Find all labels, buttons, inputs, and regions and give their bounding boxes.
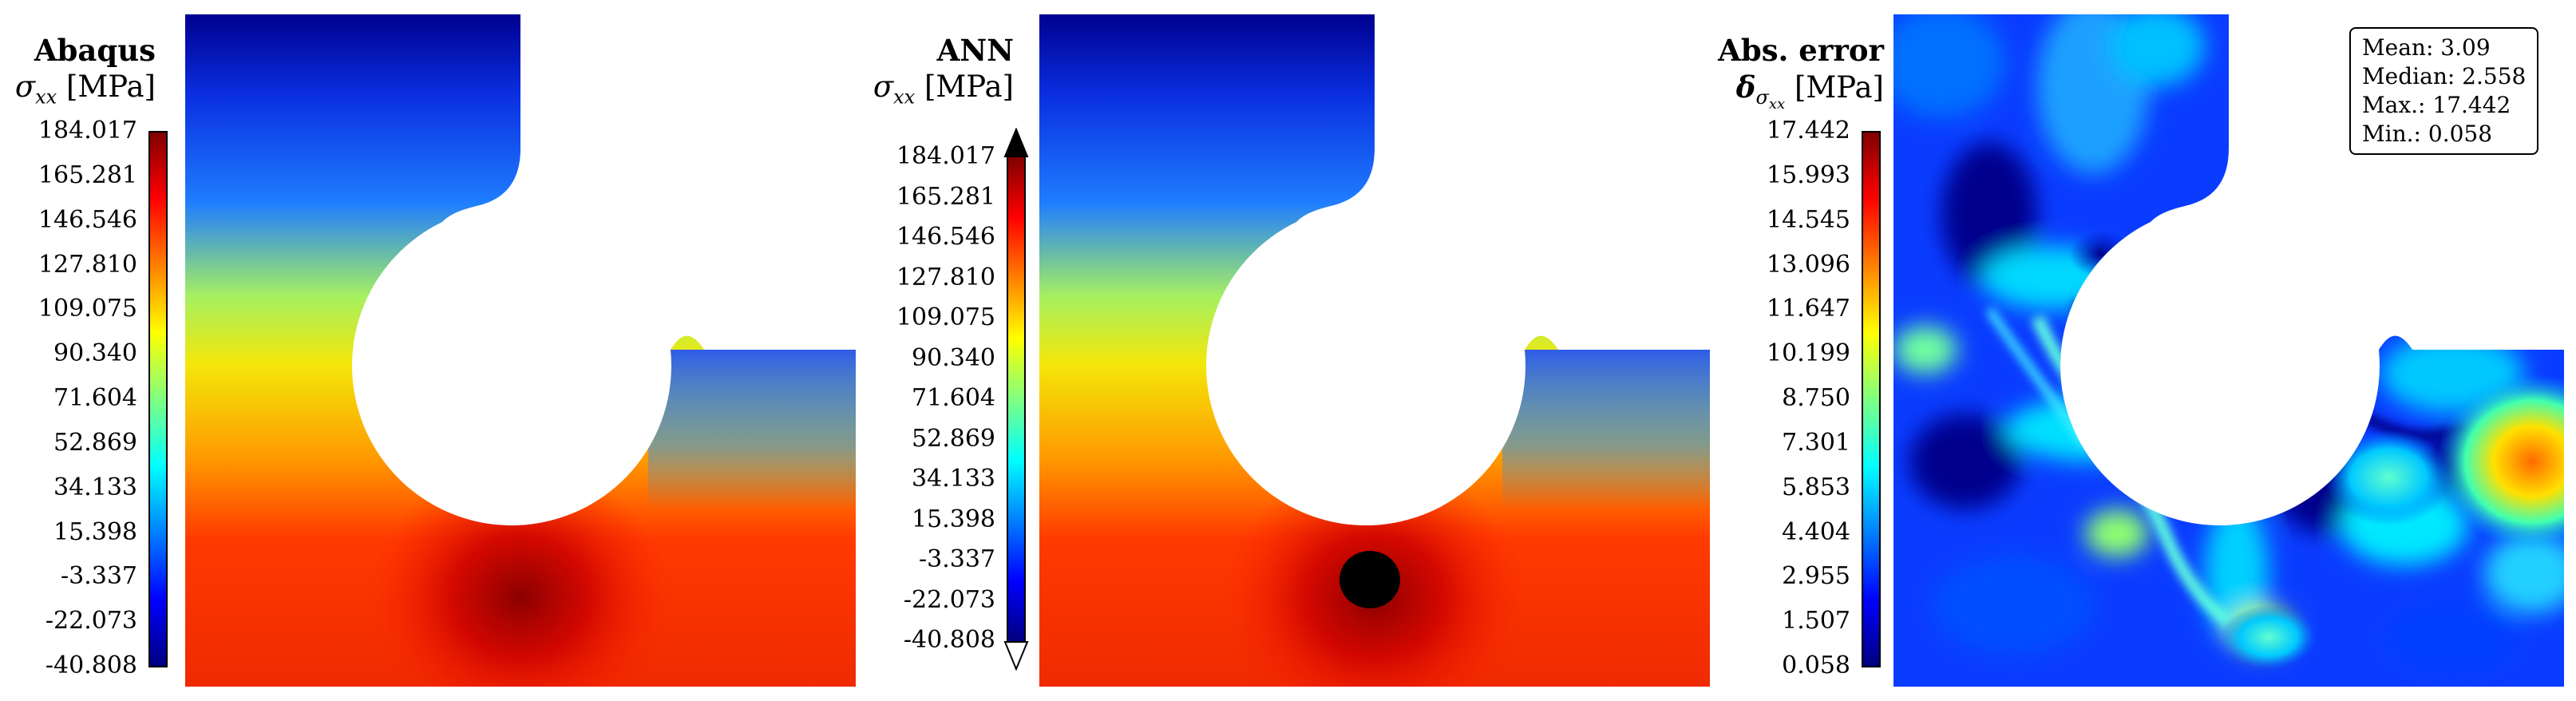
colorbar-tick-label: -40.808 [903, 626, 995, 654]
colorbar-tick-label: 146.546 [896, 223, 995, 251]
colorbar-tick-label: 165.281 [896, 182, 995, 211]
panel-title: Abs. error [1718, 33, 1884, 68]
colorbar-tick-label: -40.808 [45, 651, 137, 679]
quantity-label: δσxx [MPa] [1735, 69, 1884, 113]
colorbar-tick-label: 15.398 [53, 517, 137, 546]
colorbar-tick-label: 15.993 [1767, 160, 1850, 189]
colorbar-tick-label: 1.507 [1782, 607, 1850, 636]
colorbar-tick-label: 10.199 [1767, 339, 1850, 368]
colorbar-tick-label: 109.075 [896, 303, 995, 331]
colorbar-tick-label: 165.281 [38, 160, 137, 189]
colorbar [1862, 131, 1881, 667]
colorbar-tick-label: 7.301 [1782, 428, 1850, 457]
colorbar-tick-label: -3.337 [918, 545, 995, 573]
colorbar-tick-label: 15.398 [912, 505, 995, 533]
colorbar-title: Abaqus σxx [MPa] [15, 32, 156, 115]
colorbar-max-arrow [1003, 128, 1029, 157]
colorbar-tick-label: 127.810 [38, 250, 137, 279]
over-range-region [1339, 551, 1400, 608]
error-stats-box: Mean: 3.09 Median: 2.558 Max.: 17.442 Mi… [2349, 27, 2539, 155]
colorbar-tick-label: 52.869 [912, 424, 995, 453]
quantity-label: σxx [MPa] [14, 69, 156, 109]
colorbar-tick-label: 4.404 [1782, 517, 1850, 546]
panel-title: Abaqus [34, 33, 156, 68]
panel-title: ANN [936, 33, 1014, 68]
stat-max: Max.: 17.442 [2362, 92, 2511, 118]
colorbar-tick-label: 34.133 [912, 465, 995, 493]
stress-field-ann [1039, 14, 1710, 687]
colorbar-tick-label: -3.337 [60, 562, 137, 591]
colorbar-tick-label: 0.058 [1782, 651, 1850, 679]
colorbar-tick-label: 184.017 [38, 117, 137, 145]
stress-field-abaqus [185, 14, 856, 687]
colorbar-tick-label: -22.073 [45, 607, 137, 636]
colorbar-tick-label: -22.073 [903, 585, 995, 614]
panel-abaqus: Abaqus σxx [MPa] 184.017 165.281 146.546 12… [0, 0, 858, 701]
colorbar-tick-label: 184.017 [896, 142, 995, 170]
colorbar-tick-label: 52.869 [53, 428, 137, 457]
colorbar-tick-label: 13.096 [1767, 250, 1850, 279]
quantity-label: σxx [MPa] [873, 69, 1014, 109]
colorbar-tick-label: 90.340 [53, 339, 137, 368]
colorbar-tick-label: 5.853 [1782, 473, 1850, 501]
panel-abs-error: Abs. error δσxx [MPa] 17.442 15.993 14.545… [1716, 0, 2576, 701]
stat-median: Median: 2.558 [2362, 63, 2527, 89]
colorbar-tick-label: 34.133 [53, 473, 137, 501]
colorbar-tick-label: 90.340 [912, 343, 995, 372]
stat-min: Min.: 0.058 [2362, 121, 2493, 147]
colorbar-tick-label: 17.442 [1767, 117, 1850, 145]
colorbar [148, 131, 168, 667]
colorbar-tick-label: 11.647 [1767, 295, 1850, 323]
colorbar-tick-label: 109.075 [38, 295, 137, 323]
colorbar-min-arrow [1003, 641, 1029, 671]
colorbar-title: ANN σxx [MPa] [873, 32, 1014, 115]
stat-mean: Mean: 3.09 [2362, 34, 2491, 61]
colorbar-tick-label: 127.810 [896, 263, 995, 291]
colorbar-extended [1003, 128, 1029, 671]
colorbar-tick-label: 14.545 [1767, 205, 1850, 234]
panel-ann: ANN σxx [MPa] 184.017 165.281 146.546 127.8… [858, 0, 1716, 701]
colorbar-tick-label: 71.604 [912, 384, 995, 412]
colorbar-tick-label: 8.750 [1782, 384, 1850, 412]
colorbar-tick-label: 146.546 [38, 205, 137, 234]
colorbar-tick-label: 71.604 [53, 384, 137, 412]
colorbar-title: Abs. error δσxx [MPa] [1718, 32, 1884, 123]
colorbar-tick-label: 2.955 [1782, 562, 1850, 591]
